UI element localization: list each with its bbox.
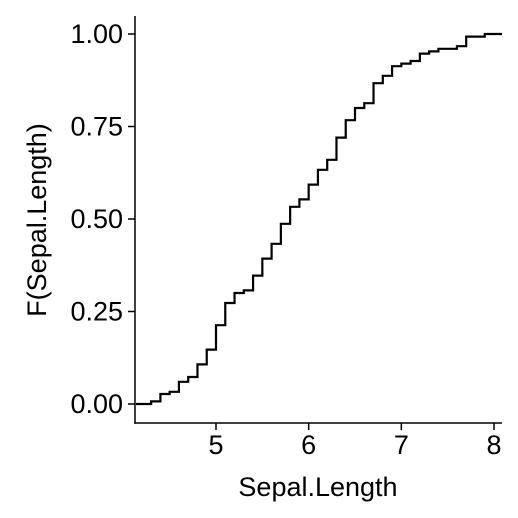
x-axis-title: Sepal.Length (238, 472, 397, 502)
y-tick-label: 0.75 (70, 112, 123, 142)
y-tick-label: 0.25 (70, 297, 123, 327)
x-tick-label: 6 (301, 430, 316, 460)
data-layer (136, 32, 502, 406)
axes-layer: 0.00 0.25 0.50 0.75 1.00 5 6 7 8 (70, 16, 502, 460)
y-tick-label: 1.00 (70, 19, 123, 49)
ecdf-step-line (136, 32, 502, 406)
y-axis-title: F(Sepal.Length) (22, 123, 52, 317)
y-tick-label: 0.00 (70, 389, 123, 419)
x-tick-label: 7 (394, 430, 409, 460)
x-tick-label: 8 (486, 430, 501, 460)
x-tick-label: 5 (208, 430, 223, 460)
y-tick-label: 0.50 (70, 204, 123, 234)
